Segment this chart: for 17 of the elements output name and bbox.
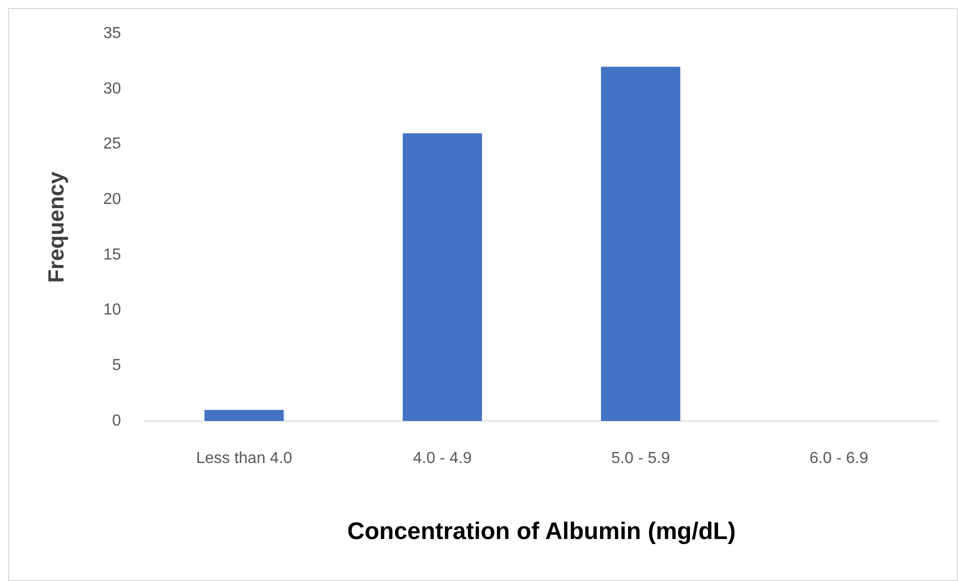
y-tick-label: 15: [103, 246, 122, 264]
y-axis-title: Frequency: [43, 170, 68, 283]
bar: [204, 410, 284, 421]
y-tick-label: 35: [103, 25, 122, 42]
x-tick-label: Less than 4.0: [196, 450, 292, 468]
x-tick-label: 5.0 - 5.9: [611, 450, 670, 468]
bar: [402, 133, 482, 421]
y-tick-label: 30: [103, 80, 122, 98]
y-tick-label: 25: [103, 136, 122, 153]
y-tick-label: 0: [112, 412, 122, 430]
x-tick-label: 4.0 - 4.9: [413, 450, 472, 468]
x-axis-title: Concentration of Albumin (mg/dL): [347, 518, 736, 546]
y-tick-label: 10: [103, 302, 122, 319]
bar: [600, 66, 680, 421]
x-tick-label: 6.0 - 6.9: [810, 450, 868, 468]
y-tick-label: 20: [103, 191, 122, 208]
y-tick-label: 5: [112, 357, 122, 374]
